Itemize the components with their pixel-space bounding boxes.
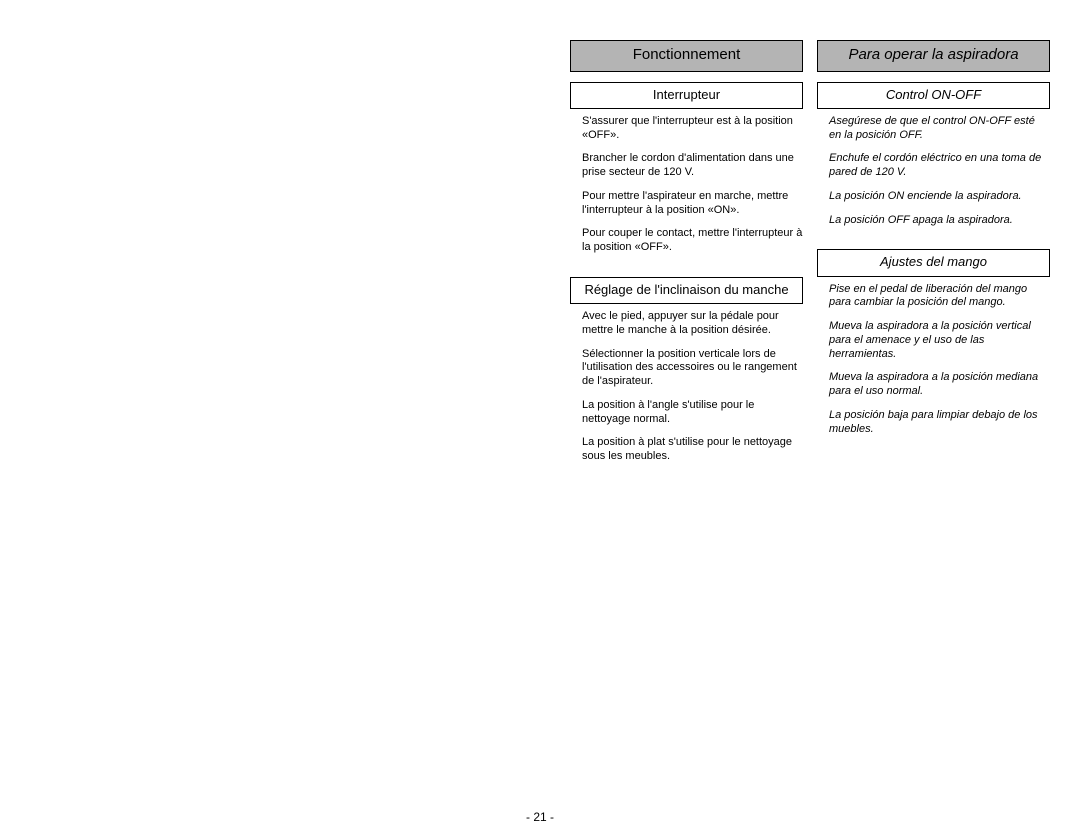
para: Brancher le cordon d'alimentation dans u… (570, 152, 803, 180)
page-number: - 21 - (0, 810, 1080, 824)
para: Sélectionner la position verticale lors … (570, 348, 803, 389)
para: Avec le pied, appuyer sur la pédale pour… (570, 310, 803, 338)
para: Pour mettre l'aspirateur en marche, mett… (570, 190, 803, 218)
sub-title-ajustes-mango: Ajustes del mango (817, 249, 1050, 276)
para: S'assurer que l'interrupteur est à la po… (570, 115, 803, 143)
sub-title-reglage: Réglage de l'inclinaison du manche (570, 277, 803, 304)
block-ajustes-mango: Ajustes del mango Pise en el pedal de li… (817, 249, 1050, 446)
sub-title-interrupteur: Interrupteur (570, 82, 803, 109)
column-french: Fonctionnement Interrupteur S'assurer qu… (570, 40, 803, 486)
para: Mueva la aspiradora a la posición vertic… (817, 320, 1050, 361)
column-spanish: Para operar la aspiradora Control ON-OFF… (817, 40, 1050, 486)
para: Enchufe el cordón eléctrico en una toma … (817, 152, 1050, 180)
block-control-onoff: Control ON-OFF Asegúrese de que el contr… (817, 82, 1050, 238)
para: Pise en el pedal de liberación del mango… (817, 283, 1050, 311)
section-title-fr: Fonctionnement (570, 40, 803, 72)
para: Pour couper le contact, mettre l'interru… (570, 227, 803, 255)
para: La position à l'angle s'utilise pour le … (570, 399, 803, 427)
para: La posición ON enciende la aspiradora. (817, 190, 1050, 204)
para: La posición baja para limpiar debajo de … (817, 409, 1050, 437)
content-columns: Fonctionnement Interrupteur S'assurer qu… (570, 40, 1050, 486)
para: Asegúrese de que el control ON-OFF esté … (817, 115, 1050, 143)
para: Mueva la aspiradora a la posición median… (817, 371, 1050, 399)
sub-title-control-onoff: Control ON-OFF (817, 82, 1050, 109)
section-title-es: Para operar la aspiradora (817, 40, 1050, 72)
block-interrupteur: Interrupteur S'assurer que l'interrupteu… (570, 82, 803, 265)
para: La position à plat s'utilise pour le net… (570, 436, 803, 464)
para: La posición OFF apaga la aspiradora. (817, 214, 1050, 228)
block-reglage: Réglage de l'inclinaison du manche Avec … (570, 277, 803, 474)
manual-page: Fonctionnement Interrupteur S'assurer qu… (0, 0, 1080, 834)
